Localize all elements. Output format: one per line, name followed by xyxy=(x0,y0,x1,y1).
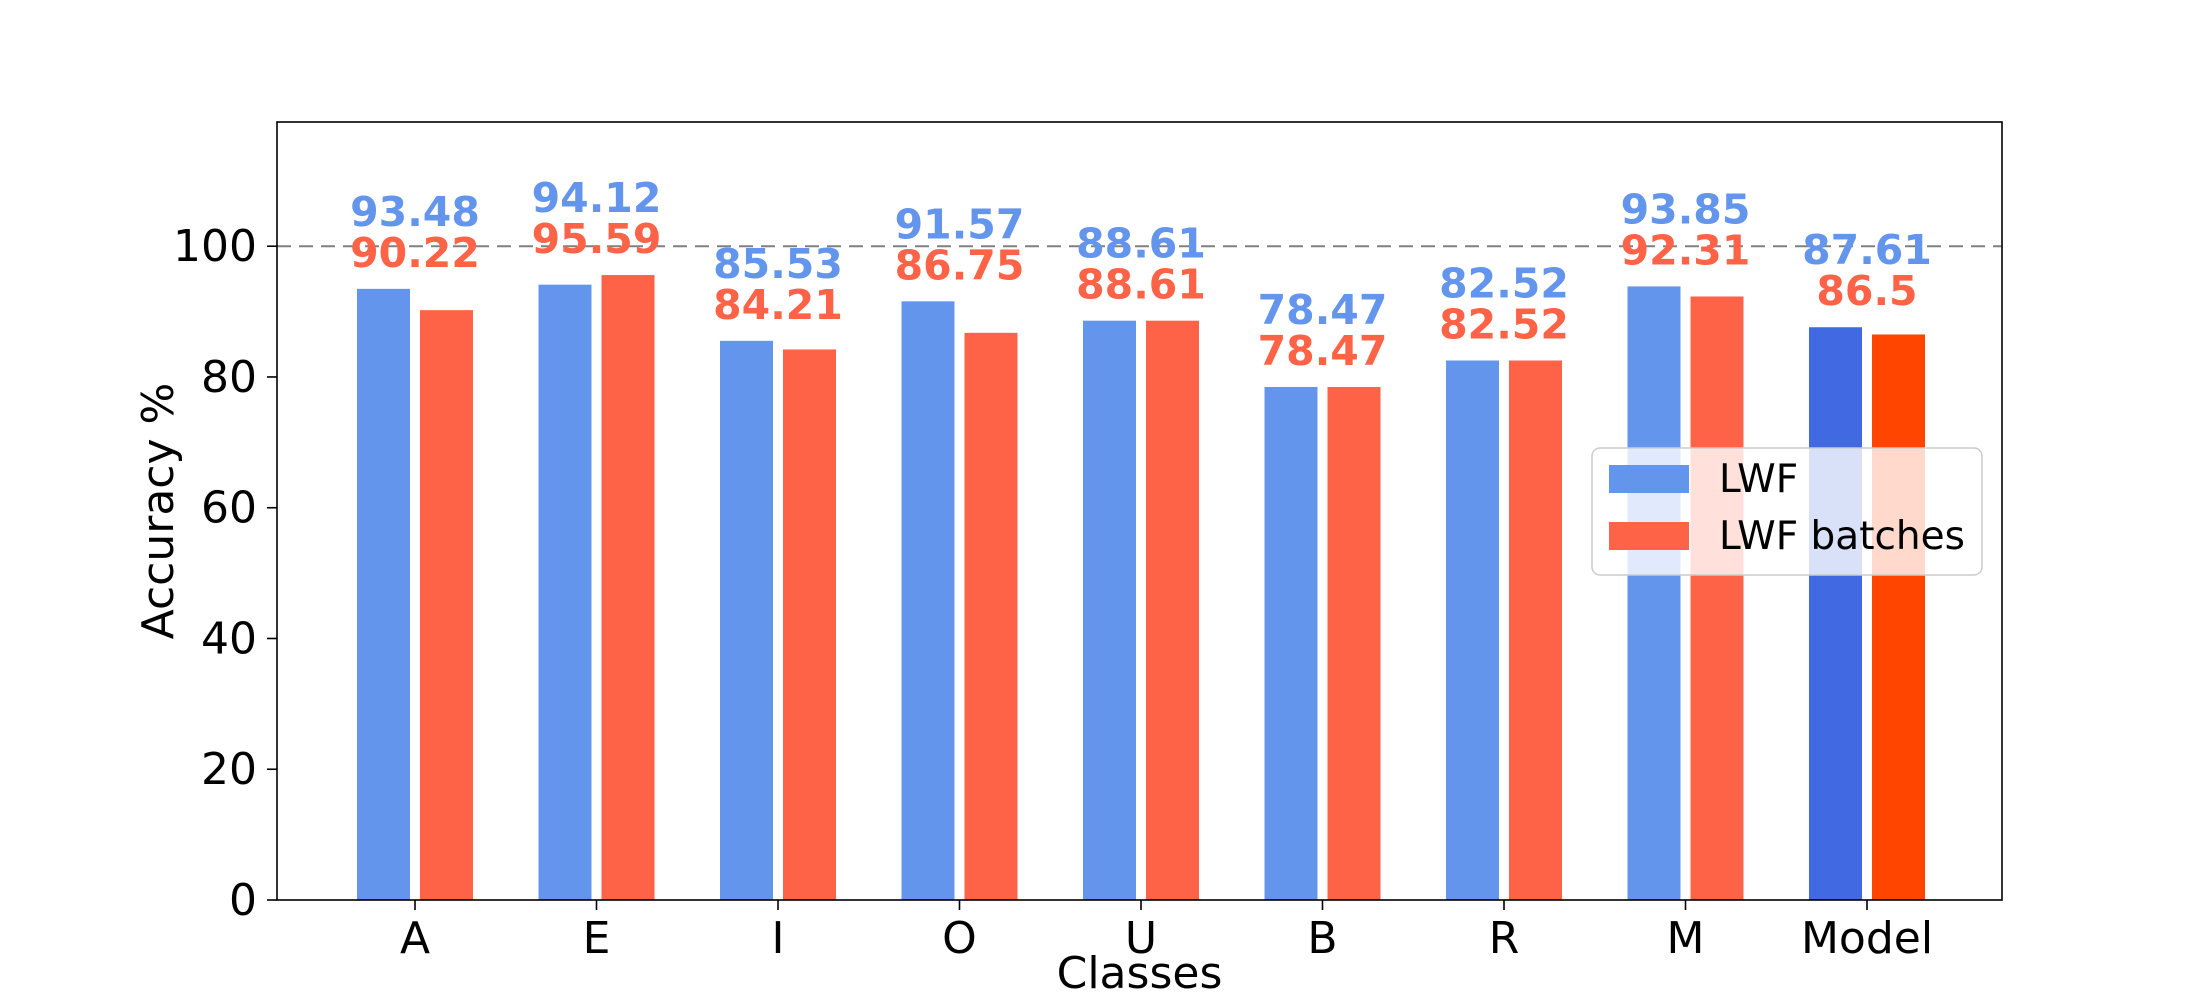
x-tick-label: B xyxy=(1307,913,1337,964)
data-label-lwf-batches-e: 95.59 xyxy=(532,215,662,263)
x-axis: A E I O U B R M Model xyxy=(400,900,1933,964)
y-tick-label: 20 xyxy=(201,744,257,795)
legend: LWF LWF batches xyxy=(1591,447,1983,576)
bar-lwf-batches-u xyxy=(1146,320,1199,900)
data-label-lwf-r: 82.52 xyxy=(1439,259,1569,307)
data-label-lwf-b: 78.47 xyxy=(1258,286,1388,334)
bar-lwf-batches-a xyxy=(420,310,473,900)
data-label-lwf-batches-r: 82.52 xyxy=(1439,300,1569,348)
x-tick-label: I xyxy=(772,913,785,964)
x-tick-label: M xyxy=(1667,913,1705,964)
bar-lwf-batches-i xyxy=(783,349,836,901)
data-label-lwf-u: 88.61 xyxy=(1076,220,1206,268)
data-label-lwf-batches-m: 92.31 xyxy=(1621,226,1751,274)
bar-lwf-m xyxy=(1627,286,1681,901)
x-axis-title: Classes xyxy=(1057,948,1223,999)
legend-label-lwf-batches: LWF batches xyxy=(1719,514,1965,559)
x-tick-label: E xyxy=(583,913,611,964)
x-tick-label: O xyxy=(942,913,977,964)
y-tick-label: 80 xyxy=(201,352,257,403)
data-label-lwf-batches-b: 78.47 xyxy=(1258,327,1388,375)
bar-lwf-e xyxy=(538,284,592,900)
y-tick-label: 40 xyxy=(201,613,257,664)
data-label-lwf-a: 93.48 xyxy=(350,188,480,236)
x-tick-label: U xyxy=(1125,913,1157,964)
data-label-lwf-batches-i: 84.21 xyxy=(713,281,843,329)
legend-swatch-lwf xyxy=(1609,465,1689,493)
bars-layer xyxy=(357,275,1925,901)
x-tick-label: A xyxy=(400,913,430,964)
bar-lwf-i xyxy=(720,340,773,900)
x-tick-label: Model xyxy=(1801,913,1933,964)
plot-frame xyxy=(276,121,2003,901)
bar-lwf-b xyxy=(1264,386,1318,900)
bar-lwf-batches-r xyxy=(1509,360,1562,900)
legend-swatch-lwf-batches xyxy=(1609,522,1689,550)
y-axis-title: Accuracy % xyxy=(133,383,184,640)
data-label-lwf-batches-a: 90.22 xyxy=(350,229,480,277)
y-tick-label: 60 xyxy=(201,483,257,534)
bar-lwf-batches-b xyxy=(1327,386,1381,900)
y-tick-label: 0 xyxy=(229,875,257,926)
bar-lwf-model xyxy=(1809,327,1862,900)
data-label-lwf-o: 91.57 xyxy=(895,200,1025,248)
bar-lwf-r xyxy=(1446,360,1499,900)
bar-lwf-a xyxy=(357,288,410,900)
data-label-lwf-m: 93.85 xyxy=(1621,185,1751,233)
bar-lwf-u xyxy=(1083,320,1136,900)
x-tick-label: R xyxy=(1489,913,1520,964)
y-axis: 0 20 40 60 80 100 xyxy=(173,221,277,926)
bar-lwf-batches-o xyxy=(964,332,1018,900)
legend-box xyxy=(1591,447,1983,576)
data-label-lwf-batches-o: 86.75 xyxy=(895,241,1025,289)
data-label-lwf-e: 94.12 xyxy=(532,174,662,222)
bar-lwf-batches-e xyxy=(601,275,655,900)
bar-lwf-batches-model xyxy=(1872,334,1925,900)
data-label-lwf-batches-model: 86.5 xyxy=(1816,267,1917,315)
bar-lwf-batches-m xyxy=(1690,296,1744,901)
legend-label-lwf: LWF xyxy=(1719,457,1798,502)
bar-lwf-o xyxy=(901,301,955,900)
data-label-lwf-batches-u: 88.61 xyxy=(1076,261,1206,309)
data-label-lwf-model: 87.61 xyxy=(1802,226,1932,274)
data-label-lwf-i: 85.53 xyxy=(713,240,843,288)
y-tick-label: 100 xyxy=(173,221,257,272)
